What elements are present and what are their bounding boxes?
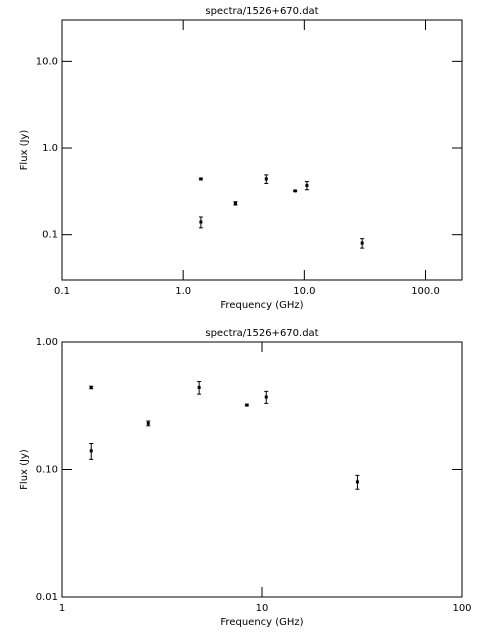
y-tick-label: 10.0 [36,56,58,67]
y-axis-label: Flux (Jy) [19,130,30,171]
x-axis-label: Frequency (GHz) [220,300,303,311]
x-tick-label: 100.0 [411,286,440,297]
y-tick-label: 0.1 [42,230,58,241]
data-point [197,385,201,389]
data-point [146,421,150,425]
y-axis-label: Flux (Jy) [19,449,30,490]
data-point [305,183,309,187]
x-tick-label: 1 [59,603,65,614]
data-point [264,395,268,399]
data-point [245,403,249,407]
data-point [355,480,359,484]
chart-title: spectra/1526+670.dat [205,328,318,339]
plot-frame [61,341,463,598]
data-point [199,177,203,181]
data-point [233,201,237,205]
chart-title: spectra/1526+670.dat [205,6,318,17]
x-tick-label: 1.0 [175,286,191,297]
data-point [264,177,268,181]
data-point [89,449,93,453]
data-point [293,189,297,193]
x-tick-label: 0.1 [54,286,70,297]
x-axis-label: Frequency (GHz) [220,617,303,628]
data-point [199,220,203,224]
x-tick-label: 10.0 [293,286,315,297]
y-tick-label: 0.10 [36,465,58,476]
y-tick-label: 0.01 [36,592,58,603]
y-tick-label: 1.00 [36,337,58,348]
data-point [360,241,364,245]
plot-frame [61,19,463,281]
data-point [89,385,93,389]
x-tick-label: 10 [256,603,269,614]
x-tick-label: 100 [452,603,471,614]
y-tick-label: 1.0 [42,143,58,154]
